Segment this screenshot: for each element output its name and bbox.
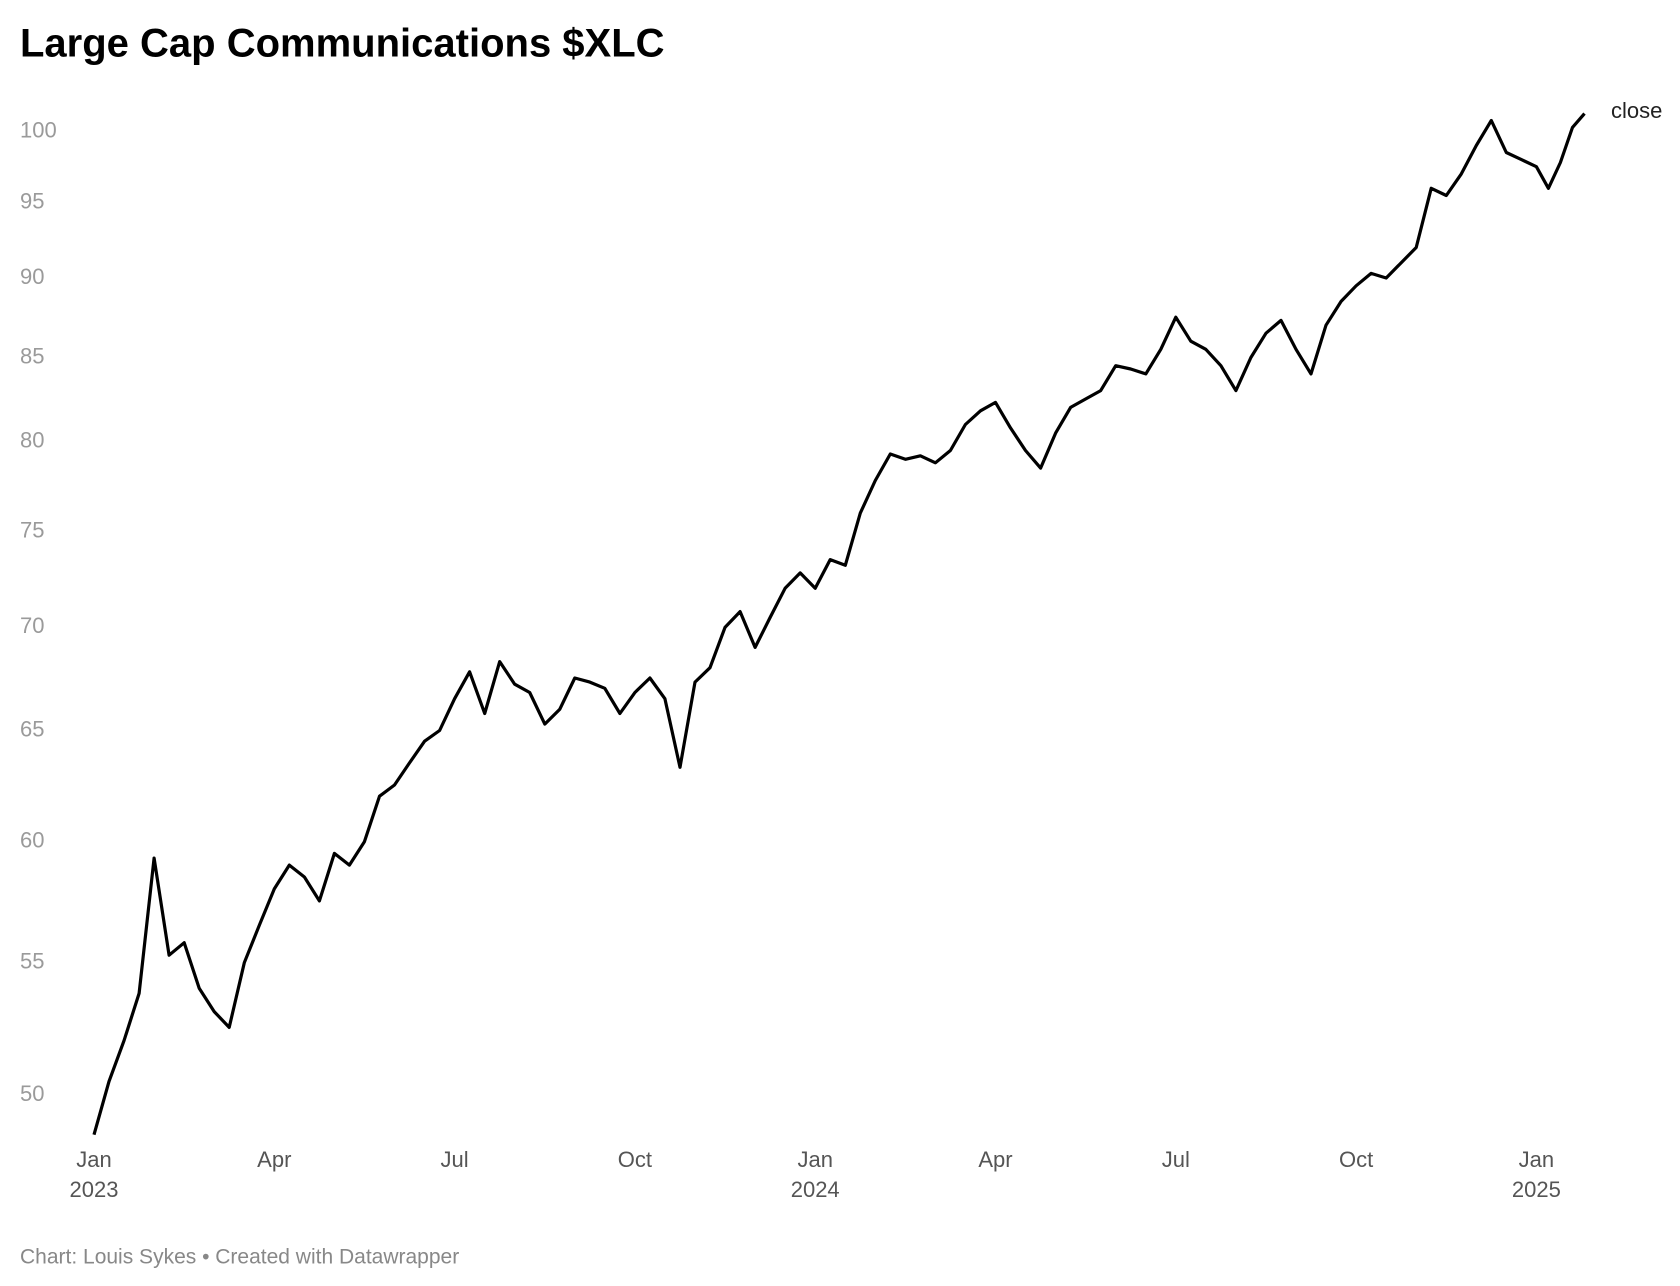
x-tick-label: Jul (1162, 1147, 1190, 1172)
x-tick-label: Jan 2024 (791, 1147, 840, 1202)
series-label: close (1611, 98, 1662, 123)
y-tick-label: 90 (20, 264, 44, 289)
source-note: Chart: Louis Sykes • Created with Datawr… (20, 1246, 459, 1269)
x-tick-label: Jan 2023 (70, 1147, 119, 1202)
y-tick-label: 75 (20, 517, 44, 542)
y-tick-label: 70 (20, 613, 44, 638)
x-tick-label: Oct (618, 1147, 652, 1172)
y-tick-label: 50 (20, 1081, 44, 1106)
y-tick-label: 65 (20, 716, 44, 741)
y-tick-label: 80 (20, 428, 44, 453)
x-tick-label: Apr (257, 1147, 291, 1172)
y-tick-label: 85 (20, 343, 44, 368)
chart-title: Large Cap Communications $XLC (20, 22, 665, 66)
y-tick-label: 95 (20, 189, 44, 214)
x-tick-label: Jan 2025 (1512, 1147, 1561, 1202)
y-tick-label: 100 (20, 117, 57, 142)
y-tick-label: 55 (20, 949, 44, 974)
x-tick-label: Apr (978, 1147, 1012, 1172)
x-tick-label: Jul (441, 1147, 469, 1172)
line (92, 112, 1586, 1136)
y-tick-label: 60 (20, 828, 44, 853)
x-tick-label: Oct (1339, 1147, 1373, 1172)
